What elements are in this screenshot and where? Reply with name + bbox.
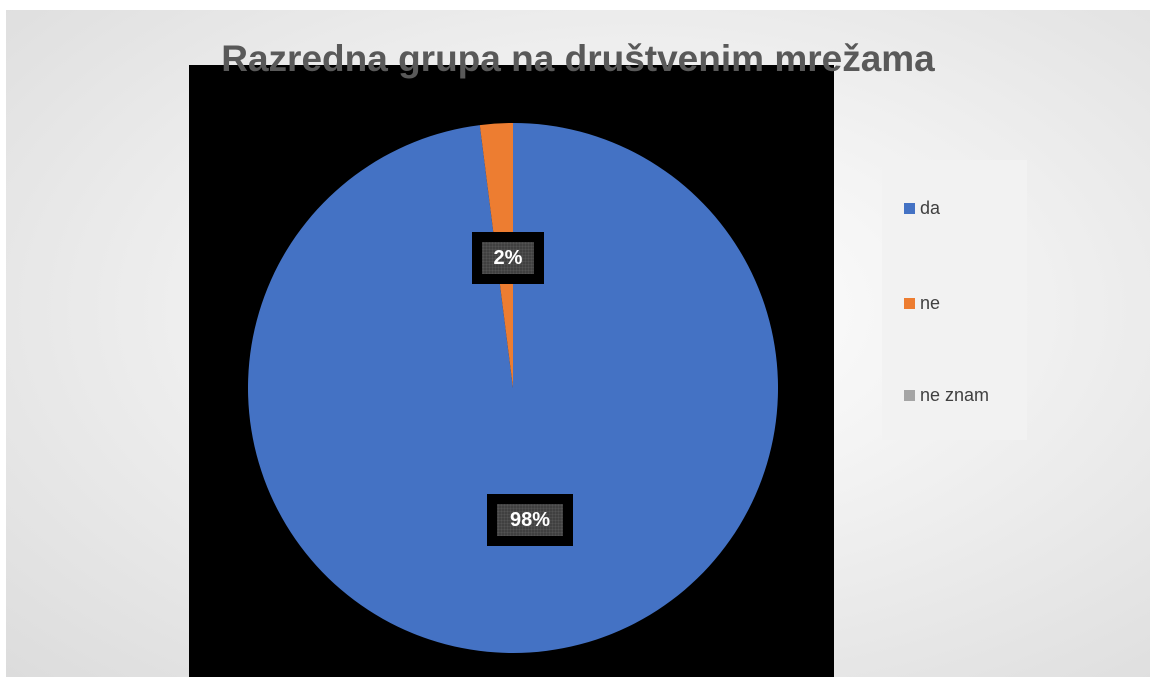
legend: da ne ne znam bbox=[882, 160, 1027, 440]
legend-swatch-ne-znam bbox=[904, 389, 915, 401]
data-label-da: 98% bbox=[487, 494, 573, 546]
legend-swatch-ne bbox=[904, 297, 915, 309]
data-label-ne: 2% bbox=[472, 232, 544, 284]
chart-title: Razredna grupa na društvenim mrežama bbox=[221, 38, 935, 79]
legend-label-ne: ne bbox=[920, 292, 941, 313]
slide: Razredna grupa na društvenim mrežama 98%… bbox=[6, 10, 1150, 677]
legend-label-da: da bbox=[920, 197, 941, 218]
legend-item-da: da bbox=[904, 197, 940, 219]
legend-swatch-da bbox=[904, 202, 915, 214]
legend-label-ne-znam: ne znam bbox=[920, 384, 990, 405]
legend-item-ne-znam: ne znam bbox=[904, 384, 989, 406]
legend-item-ne: ne bbox=[904, 292, 940, 314]
pie-slice-da bbox=[248, 123, 779, 654]
